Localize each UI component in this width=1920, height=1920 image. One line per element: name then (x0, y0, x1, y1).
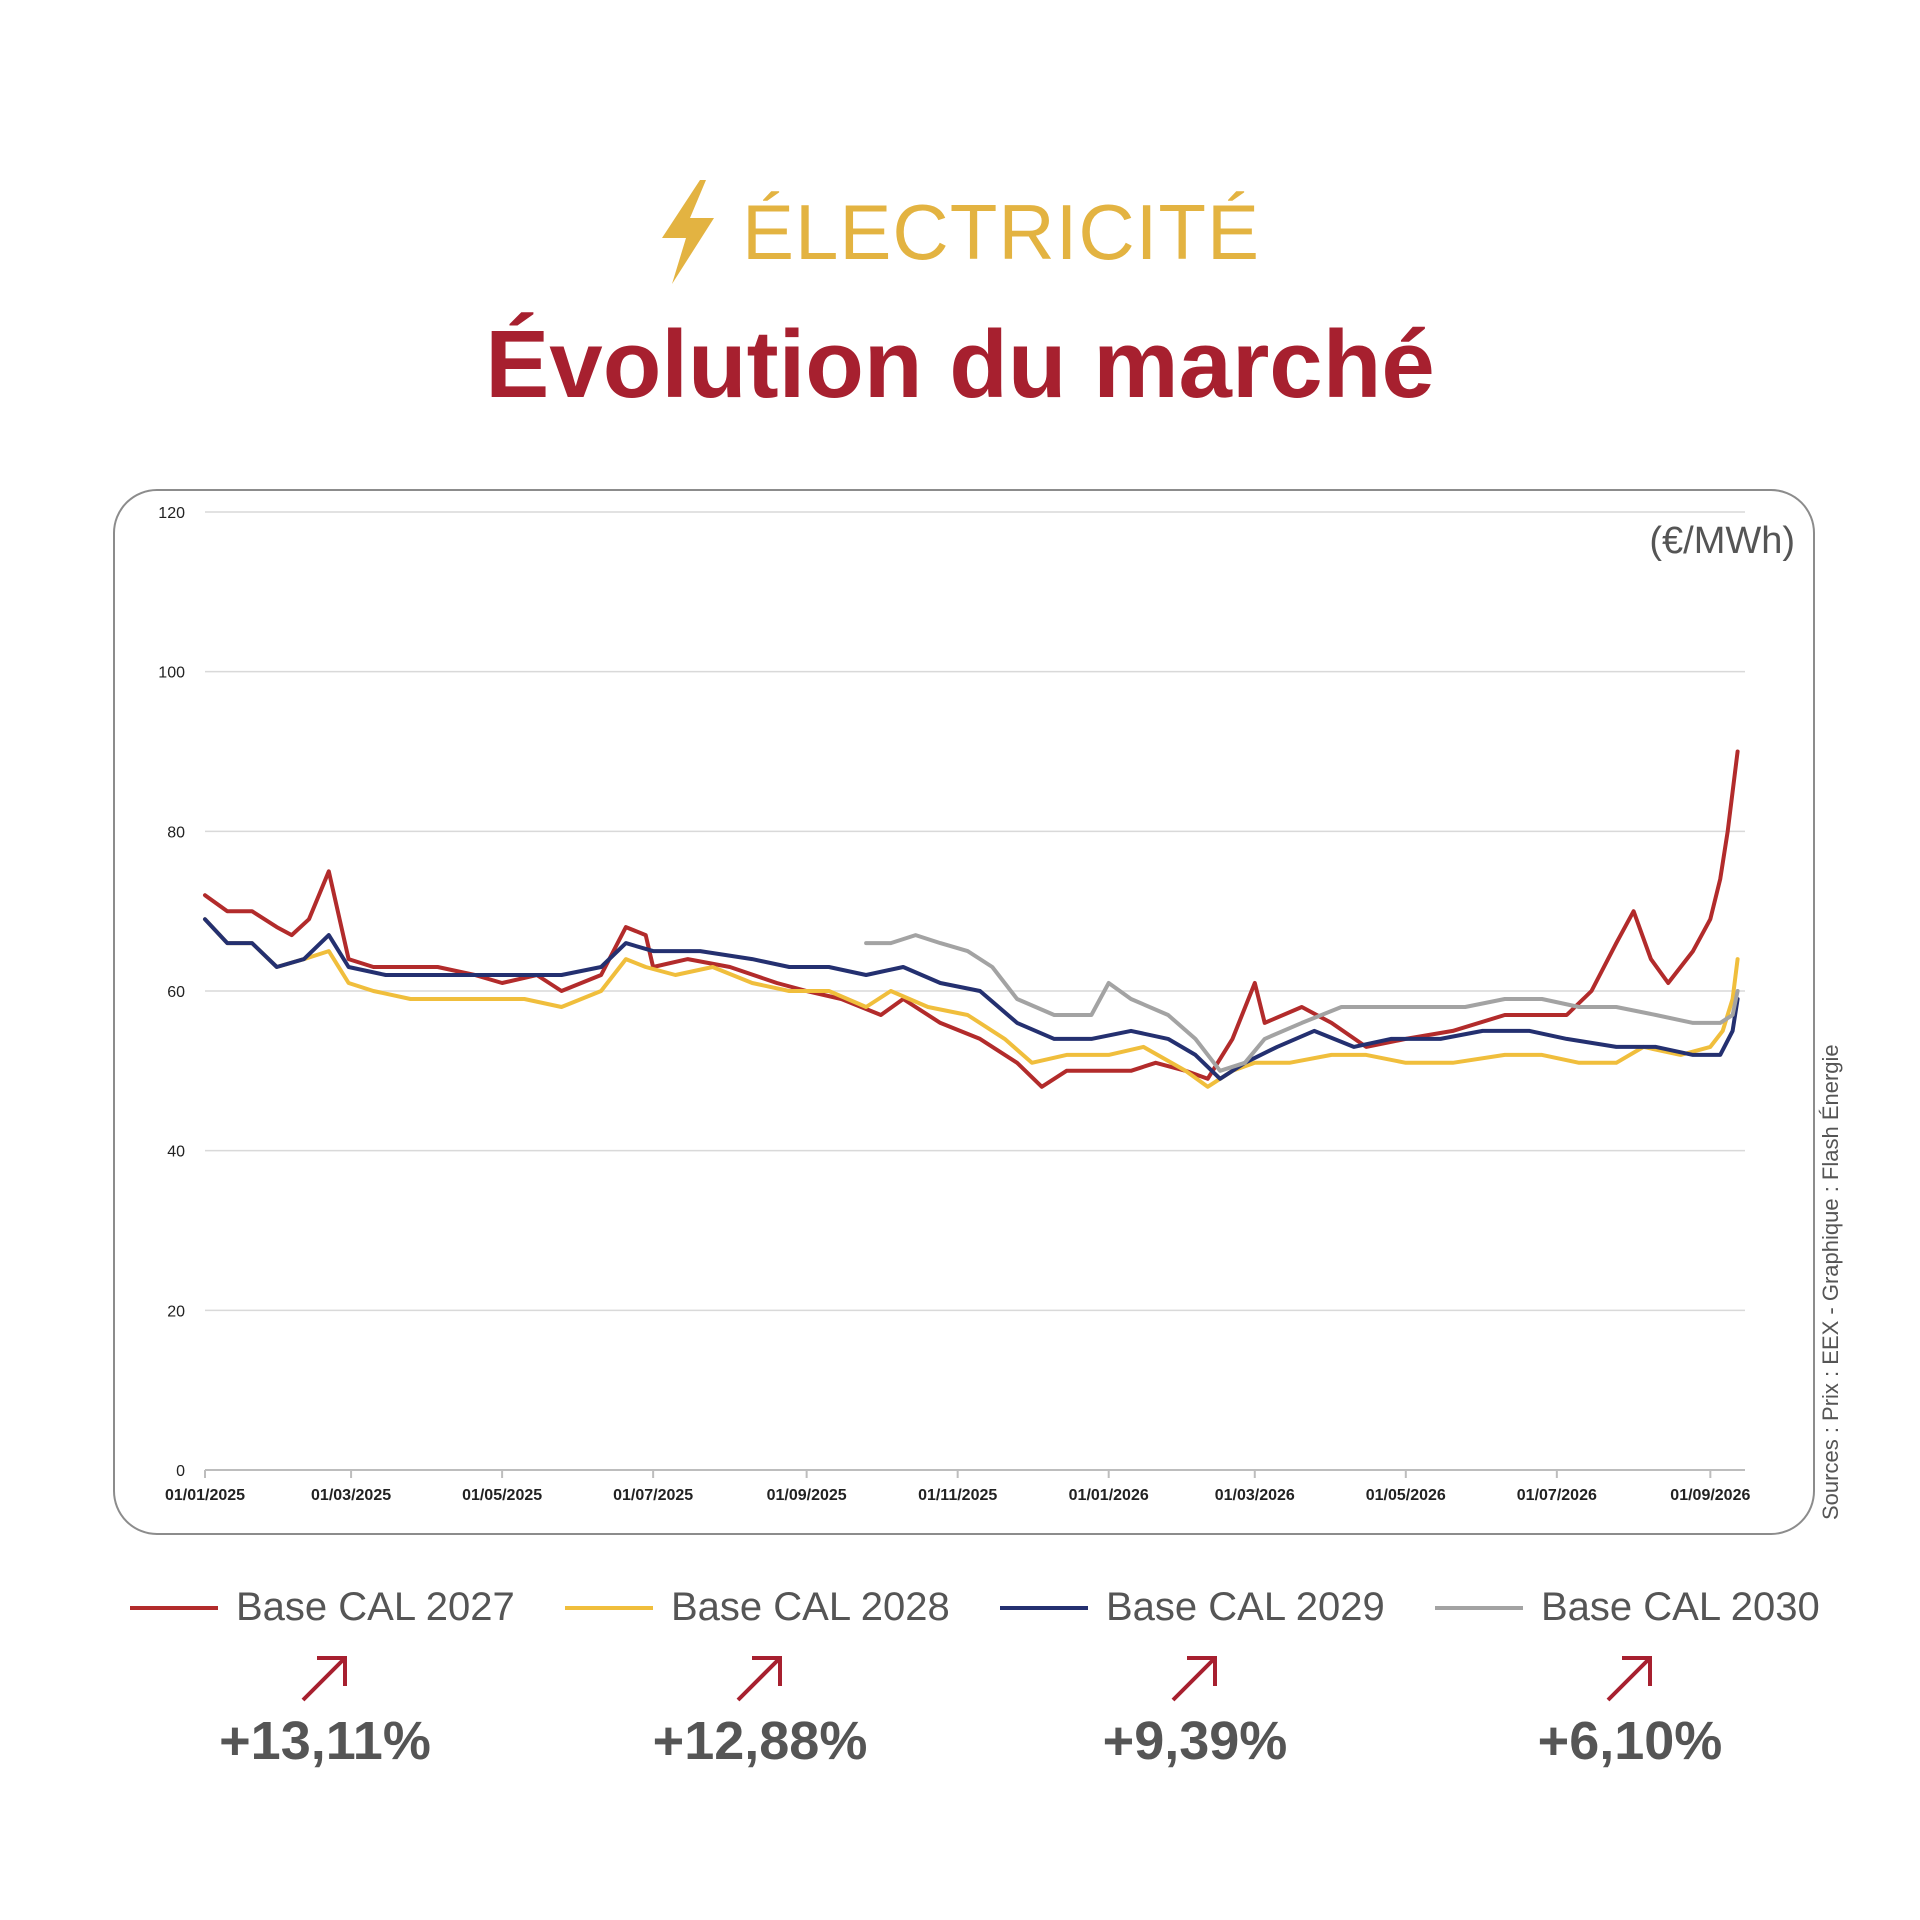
legend-swatch (130, 1605, 218, 1610)
legend-label: Base CAL 2030 (1541, 1585, 1820, 1629)
up-right-arrow-icon (1171, 1656, 1217, 1702)
change-value: +13,11% (219, 1711, 431, 1771)
header-kicker: ÉLECTRICITÉ (0, 180, 1920, 289)
unit-label: (€/MWh) (1649, 520, 1795, 562)
page-title: Évolution du marché (485, 311, 1435, 418)
x-tick-label: 01/03/2025 (311, 1487, 391, 1504)
x-tick-label: 01/09/2025 (767, 1487, 847, 1504)
series-line-base-cal-2027 (203, 749, 1740, 1089)
y-tick-label: 60 (167, 984, 185, 1001)
y-tick-label: 0 (176, 1463, 185, 1480)
series-line-base-cal-2030 (864, 933, 1740, 1073)
series-line-base-cal-2028 (203, 917, 1740, 1089)
legend-swatch (1000, 1605, 1088, 1610)
kicker-label: ÉLECTRICITÉ (741, 187, 1261, 276)
legend-item-cal2030: Base CAL 2030 (1435, 1585, 1820, 1630)
up-right-arrow-icon (736, 1656, 782, 1702)
x-tick-label: 01/05/2025 (462, 1487, 542, 1504)
x-tick-label: 01/11/2025 (918, 1487, 997, 1504)
change-cal2027: +13,11% (175, 1650, 475, 1772)
y-tick-label: 80 (167, 824, 185, 841)
legend-label: Base CAL 2028 (671, 1585, 950, 1629)
series-line-base-cal-2029 (203, 917, 1740, 1081)
axes: 0 20 40 60 80 100 120 01/01/2025 01/03/2025 01/05… (158, 505, 1750, 1504)
change-value: +12,88% (652, 1711, 868, 1771)
up-right-arrow-icon (301, 1656, 347, 1702)
x-tick-label: 01/03/2026 (1215, 1487, 1295, 1504)
up-right-arrow-icon (1606, 1656, 1652, 1702)
legend-item-cal2027: Base CAL 2027 (130, 1585, 515, 1630)
x-tick-label: 01/07/2026 (1517, 1487, 1597, 1504)
legend-swatch (565, 1605, 653, 1610)
change-value: +6,10% (1537, 1711, 1723, 1771)
legend-item-cal2028: Base CAL 2028 (565, 1585, 950, 1630)
y-tick-label: 100 (158, 665, 185, 682)
series-lines (203, 749, 1740, 1089)
x-tick-label: 01/07/2025 (613, 1487, 693, 1504)
chart-panel (113, 489, 1815, 1535)
change-cal2029: +9,39% (1045, 1650, 1345, 1772)
x-tick-label: 01/01/2026 (1069, 1487, 1149, 1504)
change-value: +9,39% (1102, 1711, 1288, 1771)
change-cal2028: +12,88% (610, 1650, 910, 1772)
line-chart: 0 20 40 60 80 100 120 01/01/2025 01/03/2025 01/05… (158, 505, 1795, 1504)
y-tick-label: 40 (167, 1144, 185, 1161)
legend-swatch (1435, 1605, 1523, 1610)
x-tick-label: 01/01/2025 (165, 1487, 245, 1504)
legend-label: Base CAL 2029 (1106, 1585, 1385, 1629)
source-credit: Sources : Prix : EEX - Graphique : Flash… (1818, 1044, 1843, 1520)
x-tick-label: 01/09/2026 (1670, 1487, 1750, 1504)
legend: Base CAL 2027 Base CAL 2028 Base CAL 202… (0, 1585, 1920, 1665)
x-tick-label: 01/05/2026 (1366, 1487, 1446, 1504)
y-tick-label: 120 (158, 505, 185, 522)
variation-summary: +13,11% +12,88% +9,39% +6,10% (0, 1650, 1920, 1780)
legend-label: Base CAL 2027 (236, 1585, 515, 1629)
change-cal2030: +6,10% (1480, 1650, 1780, 1772)
lightning-bolt-icon (661, 180, 714, 284)
legend-item-cal2029: Base CAL 2029 (1000, 1585, 1385, 1630)
y-tick-label: 20 (167, 1303, 185, 1320)
